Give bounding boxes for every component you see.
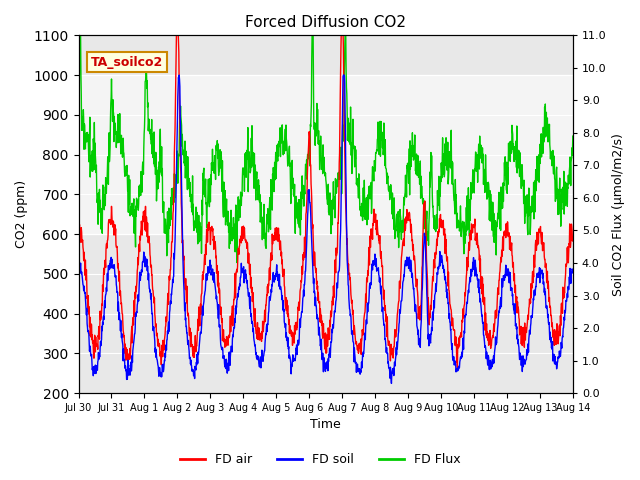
- Text: TA_soilco2: TA_soilco2: [91, 56, 163, 69]
- Legend: FD air, FD soil, FD Flux: FD air, FD soil, FD Flux: [175, 448, 465, 471]
- Y-axis label: CO2 (ppm): CO2 (ppm): [15, 180, 28, 248]
- X-axis label: Time: Time: [310, 419, 341, 432]
- Title: Forced Diffusion CO2: Forced Diffusion CO2: [245, 15, 406, 30]
- Y-axis label: Soil CO2 Flux (μmol/m2/s): Soil CO2 Flux (μmol/m2/s): [612, 133, 625, 296]
- Bar: [79, 75, 573, 234]
